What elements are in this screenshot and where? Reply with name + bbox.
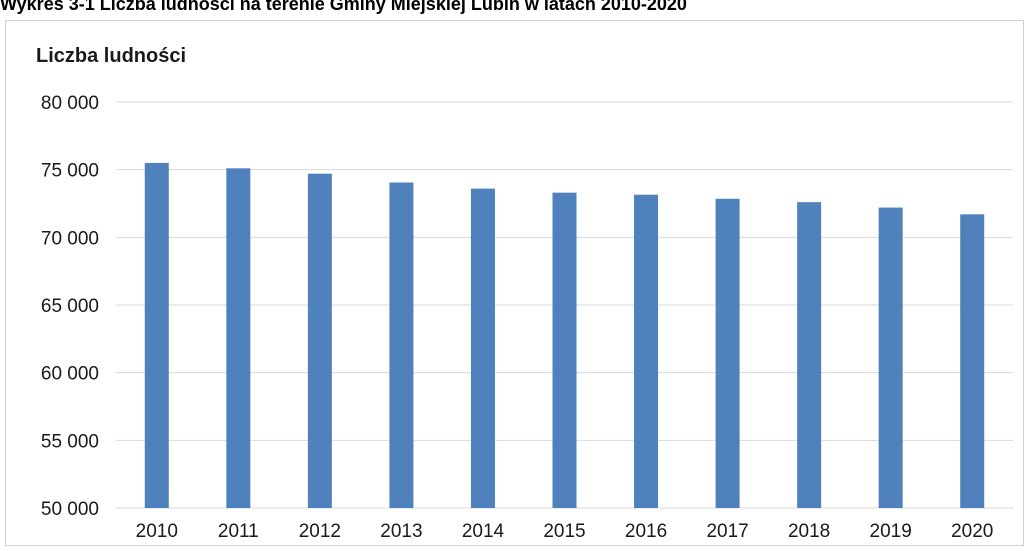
x-tick-label: 2019: [870, 521, 912, 542]
x-tick-label: 2020: [951, 521, 993, 542]
y-axis-ticks: 50 000 55 000 60 000 65 000 70 000 75 000 80 0…: [41, 93, 99, 520]
bar-2012: [307, 173, 332, 508]
y-tick-label: 65 000: [41, 296, 99, 317]
bar-2017: [715, 198, 740, 508]
page-title: Wykres 3-1 Liczba ludności na terenie Gm…: [0, 0, 687, 14]
bar-2019: [878, 207, 903, 508]
y-tick-label: 55 000: [41, 431, 99, 452]
y-tick-label: 80 000: [41, 93, 99, 114]
chart-frame: Liczba ludności 50 000 55 000 60 000 65 000…: [5, 20, 1024, 546]
x-tick-label: 2018: [788, 521, 830, 542]
y-tick-label: 60 000: [41, 364, 99, 385]
bar-chart: Liczba ludności 50 000 55 000 60 000 65 000…: [36, 45, 1013, 542]
x-tick-label: 2015: [543, 521, 585, 542]
x-axis-ticks: 2010 2011 2012 2013 2014 2015 2016 2017 2018 2019…: [136, 521, 994, 542]
x-tick-label: 2016: [625, 521, 667, 542]
x-tick-label: 2017: [706, 521, 748, 542]
bar-2014: [470, 188, 495, 508]
bar-2018: [797, 202, 822, 508]
bar-2011: [226, 168, 251, 508]
y-axis-title: Liczba ludności: [36, 45, 186, 67]
x-tick-label: 2013: [380, 521, 422, 542]
bar-2013: [389, 182, 414, 509]
bar-2016: [634, 194, 659, 508]
y-tick-label: 75 000: [41, 161, 99, 182]
y-tick-label: 50 000: [41, 499, 99, 520]
x-tick-label: 2010: [136, 521, 178, 542]
bars: [144, 162, 985, 509]
x-tick-label: 2011: [218, 521, 259, 542]
x-tick-label: 2014: [462, 521, 505, 542]
bar-2015: [552, 192, 577, 508]
bar-2020: [960, 214, 985, 508]
bar-2010: [144, 162, 169, 508]
x-tick-label: 2012: [299, 521, 341, 542]
y-tick-label: 70 000: [41, 228, 99, 249]
